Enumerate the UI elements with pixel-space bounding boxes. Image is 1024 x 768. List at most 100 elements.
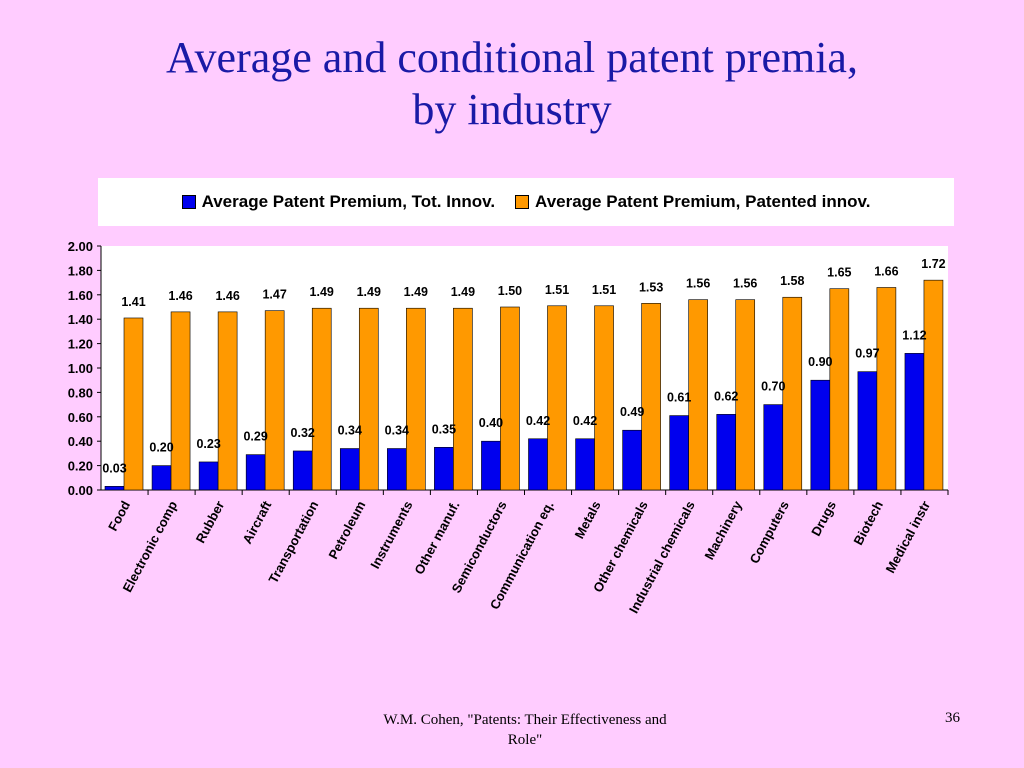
category-label: Medical instr — [883, 498, 934, 575]
bar-series2 — [688, 299, 708, 491]
y-tick-label: 0.60 — [68, 410, 93, 425]
data-label-series2: 1.56 — [733, 277, 757, 291]
category-label: Other manuf. — [411, 498, 462, 576]
bar-series1 — [763, 404, 784, 491]
bar-series1 — [669, 415, 689, 491]
category-label: Machinery — [701, 498, 745, 562]
bar-series1 — [810, 379, 831, 491]
slide-title-line1: Average and conditional patent premia, — [166, 33, 858, 82]
bar-chart: 0.00 0.20 0.40 0.60 0.80 1.00 1.20 1.40 1.60 1.80… — [68, 239, 949, 616]
data-label-series1: 0.97 — [855, 347, 879, 361]
y-tick-label: 0.00 — [68, 483, 93, 498]
bar-series2 — [735, 299, 756, 491]
y-tick-label: 1.00 — [68, 361, 93, 376]
bar-series2 — [782, 296, 803, 491]
category-label: Instruments — [367, 498, 415, 571]
data-label-series2: 1.49 — [357, 285, 381, 299]
slide-title-line2: by industry — [412, 85, 612, 134]
bar-series2 — [264, 310, 285, 491]
data-label-series1: 0.34 — [338, 424, 362, 438]
category-label: Drugs — [808, 498, 839, 538]
bar-series2 — [453, 307, 473, 491]
legend-label-series1: Average Patent Premium, Tot. Innov. — [201, 192, 496, 211]
bar-series1 — [716, 414, 737, 491]
data-label-series1: 0.29 — [243, 430, 267, 444]
bar-series2 — [311, 307, 332, 491]
data-label-series2: 1.51 — [592, 283, 616, 297]
bar-series2 — [500, 306, 520, 491]
legend-label-series2: Average Patent Premium, Patented innov. — [535, 192, 871, 211]
chart-legend: Average Patent Premium, Tot. Innov. Aver… — [98, 178, 954, 226]
y-tick-label: 2.00 — [68, 239, 93, 254]
data-label-series2: 1.65 — [827, 266, 851, 280]
category-label: Metals — [571, 498, 603, 541]
data-label-series1: 0.03 — [102, 461, 126, 475]
bar-series2 — [406, 307, 426, 491]
bar-series2 — [358, 307, 379, 491]
y-tick-label: 0.20 — [68, 459, 93, 474]
bar-series2 — [170, 311, 191, 491]
data-label-series2: 1.46 — [215, 289, 239, 303]
y-tick-label: 1.60 — [68, 288, 93, 303]
legend-item-series2: Average Patent Premium, Patented innov. — [515, 192, 870, 212]
y-tick-label: 0.80 — [68, 385, 93, 400]
y-tick-label: 0.40 — [68, 434, 93, 449]
legend-swatch-series2 — [515, 195, 530, 209]
data-label-series1: 0.49 — [620, 405, 644, 419]
bar-series2 — [217, 311, 238, 491]
data-label-series2: 1.56 — [686, 277, 710, 291]
data-label-series1: 0.35 — [432, 422, 456, 436]
category-label: Transportation — [265, 498, 321, 585]
data-label-series1: 0.32 — [291, 426, 315, 440]
bar-series1 — [151, 465, 172, 491]
category-label: Petroleum — [325, 498, 368, 561]
y-tick-label: 1.40 — [68, 312, 93, 327]
bar-series2 — [829, 288, 850, 491]
y-tick-label: 1.80 — [68, 263, 93, 278]
bar-series1 — [575, 438, 595, 491]
data-label-series1: 0.20 — [149, 441, 173, 455]
data-label-series1: 0.23 — [196, 437, 220, 451]
data-label-series2: 1.66 — [874, 264, 898, 278]
legend-item-series1: Average Patent Premium, Tot. Innov. — [181, 192, 496, 212]
category-label: Computers — [746, 498, 791, 566]
data-label-series1: 0.40 — [479, 416, 503, 430]
bar-series2 — [547, 305, 567, 491]
data-label-series2: 1.41 — [121, 295, 145, 309]
data-label-series2: 1.51 — [545, 283, 569, 297]
bar-series2 — [123, 317, 144, 491]
data-label-series2: 1.53 — [639, 280, 663, 294]
data-label-series1: 0.42 — [573, 414, 597, 428]
data-label-series2: 1.50 — [498, 284, 522, 298]
bar-series1 — [104, 486, 125, 491]
data-label-series1: 0.70 — [761, 380, 785, 394]
data-label-series1: 0.62 — [714, 389, 738, 403]
bar-series1 — [528, 438, 548, 491]
bar-series1 — [292, 450, 313, 491]
bar-series1 — [339, 448, 360, 491]
data-label-series2: 1.47 — [262, 288, 286, 302]
y-tick-label: 1.20 — [68, 337, 93, 352]
legend-swatch-series1 — [181, 195, 196, 209]
bar-series1 — [857, 371, 878, 491]
bar-series1 — [481, 440, 501, 491]
bar-series2 — [641, 303, 661, 491]
footer-source: W.M. Cohen, "Patents: Their Effectivenes… — [383, 712, 667, 748]
category-label: Aircraft — [239, 498, 274, 546]
bar-series1 — [387, 448, 407, 491]
data-label-series1: 0.42 — [526, 414, 550, 428]
data-label-series2: 1.49 — [451, 285, 475, 299]
plot-area — [101, 246, 948, 490]
slide-title: Average and conditional patent premia, b… — [0, 32, 1024, 136]
bar-series1 — [198, 461, 219, 491]
bar-series2 — [923, 279, 944, 491]
bar-series1 — [622, 429, 642, 491]
data-label-series2: 1.49 — [310, 285, 334, 299]
data-label-series1: 1.12 — [902, 328, 926, 342]
category-label: Food — [105, 498, 133, 533]
bar-series2 — [876, 287, 897, 491]
bar-series1 — [904, 353, 925, 491]
category-label: Rubber — [193, 498, 228, 545]
category-label: Biotech — [850, 498, 886, 547]
page-number: 36 — [945, 710, 960, 726]
